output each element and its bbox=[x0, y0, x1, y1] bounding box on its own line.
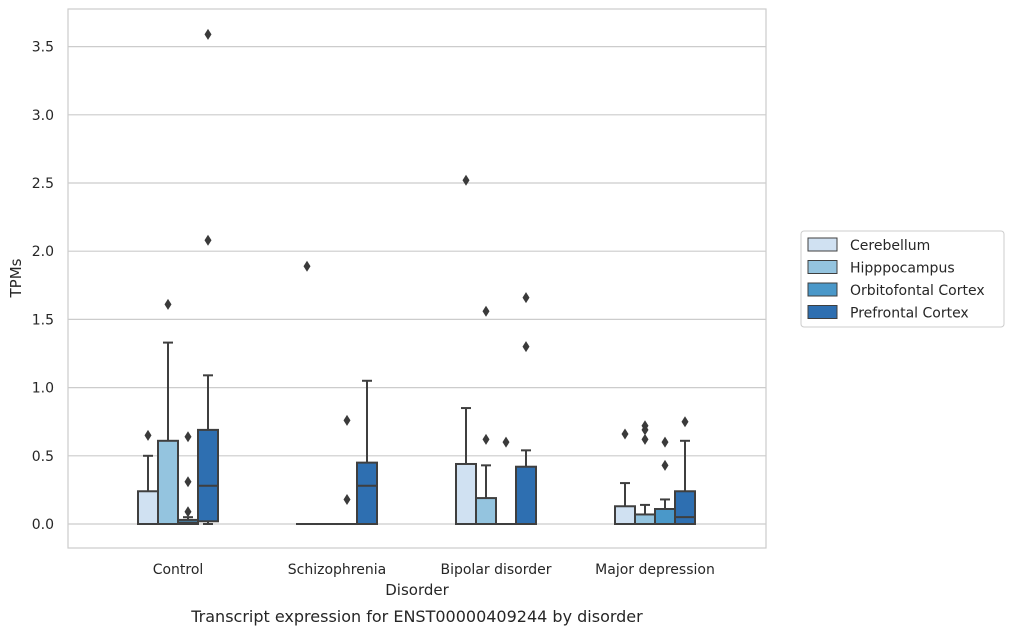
outlier-point bbox=[184, 431, 192, 443]
box-0-2 bbox=[177, 431, 199, 526]
box-body bbox=[455, 462, 477, 526]
y-tick-label: 0.0 bbox=[32, 517, 54, 533]
box-body bbox=[654, 507, 676, 526]
y-tick-label: 2.5 bbox=[32, 176, 54, 192]
outlier-point bbox=[522, 292, 530, 304]
box-0-1 bbox=[157, 298, 179, 525]
y-tick-label: 1.5 bbox=[32, 312, 54, 328]
x-tick-labels: Control Schizophrenia Bipolar disorder Majo… bbox=[153, 562, 715, 578]
legend-swatch bbox=[807, 282, 838, 297]
box-0-0 bbox=[137, 429, 159, 526]
outlier-point bbox=[303, 260, 311, 272]
x-tick-label: Major depression bbox=[595, 562, 715, 578]
y-tick-label: 3.5 bbox=[32, 40, 54, 56]
outlier-point bbox=[204, 234, 212, 246]
y-axis-label: TPMs bbox=[7, 258, 25, 298]
outlier-point bbox=[184, 476, 192, 488]
plot-background bbox=[68, 9, 766, 548]
legend-swatch bbox=[807, 237, 838, 252]
box-body bbox=[137, 490, 159, 526]
legend-label: Prefrontal Cortex bbox=[850, 306, 969, 322]
outlier-point bbox=[661, 459, 669, 471]
legend-label: Orbitofontal Cortex bbox=[850, 283, 985, 299]
box-body bbox=[674, 490, 696, 526]
legend: Cerebellum Hipppocampus Orbitofontal Corte… bbox=[800, 230, 1005, 328]
outlier-point bbox=[184, 506, 192, 518]
box-body bbox=[356, 461, 378, 525]
box-body bbox=[197, 428, 219, 523]
outlier-point bbox=[144, 429, 152, 441]
outlier-point bbox=[641, 420, 649, 432]
box-3-3 bbox=[674, 416, 696, 526]
legend-label: Hipppocampus bbox=[850, 261, 955, 277]
box-3-1 bbox=[634, 420, 656, 526]
outlier-point bbox=[522, 341, 530, 353]
outlier-point bbox=[661, 436, 669, 448]
outlier-point bbox=[482, 433, 490, 445]
outlier-point bbox=[621, 428, 629, 440]
box-1-0 bbox=[296, 260, 318, 526]
legend-frame bbox=[800, 230, 1005, 328]
x-tick-label: Schizophrenia bbox=[288, 562, 386, 578]
box-body bbox=[614, 505, 636, 526]
y-tick-label: 2.0 bbox=[32, 244, 54, 260]
box-2-3 bbox=[515, 292, 537, 526]
y-tick-label: 1.0 bbox=[32, 381, 54, 397]
outlier-point bbox=[343, 493, 351, 505]
box-body bbox=[515, 465, 537, 526]
outlier-point bbox=[462, 174, 470, 186]
outlier-point bbox=[641, 433, 649, 445]
outlier-point bbox=[164, 298, 172, 310]
box-1-2 bbox=[336, 414, 358, 526]
box-body bbox=[157, 439, 179, 525]
boxes-layer bbox=[137, 28, 696, 526]
outlier-point bbox=[343, 414, 351, 426]
box-2-1 bbox=[475, 305, 497, 526]
outlier-point bbox=[204, 28, 212, 40]
y-tick-label: 3.0 bbox=[32, 108, 54, 124]
y-tick-label: 0.5 bbox=[32, 449, 54, 465]
box-body bbox=[634, 513, 656, 526]
x-tick-label: Bipolar disorder bbox=[440, 562, 551, 578]
box-3-0 bbox=[614, 428, 636, 526]
outlier-point bbox=[482, 305, 490, 317]
box-1-3 bbox=[356, 379, 378, 525]
legend-swatch bbox=[807, 260, 838, 274]
box-0-3 bbox=[197, 28, 219, 525]
outlier-point bbox=[502, 436, 510, 448]
x-axis-label: Disorder bbox=[385, 581, 449, 599]
x-tick-label: Control bbox=[153, 562, 204, 578]
legend-label: Cerebellum bbox=[850, 238, 930, 254]
box-2-0 bbox=[455, 174, 477, 526]
outlier-point bbox=[681, 416, 689, 428]
y-tick-labels: 0.0 0.5 1.0 1.5 2.0 2.5 3.0 3.5 bbox=[32, 40, 54, 533]
box-body bbox=[475, 497, 497, 526]
plot-frame bbox=[67, 8, 767, 549]
legend-swatch bbox=[807, 305, 838, 319]
chart-caption: Transcript expression for ENST0000040924… bbox=[190, 607, 643, 626]
box-3-2 bbox=[654, 436, 676, 526]
